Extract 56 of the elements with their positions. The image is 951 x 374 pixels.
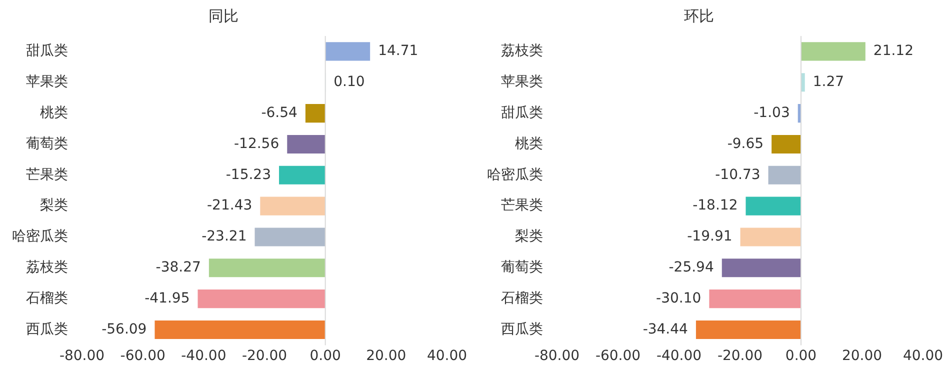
y-tick-label: 西瓜类 (26, 321, 68, 338)
y-tick-label: 桃类 (515, 136, 543, 152)
data-label: -34.44 (642, 321, 688, 338)
x-tick-label: -60.00 (120, 348, 166, 364)
data-label: -9.65 (727, 136, 764, 152)
data-label: -21.43 (207, 198, 252, 214)
data-label: 14.71 (378, 43, 418, 60)
data-label: -56.09 (102, 321, 147, 338)
data-label: -38.27 (156, 260, 201, 276)
y-tick-label: 荔枝类 (501, 43, 543, 60)
y-tick-label: 西瓜类 (501, 321, 543, 338)
data-label: 21.12 (873, 43, 914, 60)
y-tick-label: 荔枝类 (26, 260, 68, 276)
y-tick-label: 葡萄类 (501, 260, 543, 276)
data-label: -23.21 (202, 228, 247, 245)
x-tick-label: -60.00 (595, 348, 641, 364)
y-tick-label: 石榴类 (501, 290, 543, 306)
data-label: -18.12 (692, 198, 738, 214)
data-label: 1.27 (812, 74, 844, 90)
data-label: -6.54 (261, 104, 298, 121)
x-tick-label: -20.00 (242, 348, 288, 364)
chart-title: 同比 (208, 6, 238, 25)
x-tick-label: -20.00 (717, 348, 763, 364)
y-tick-label: 哈密瓜类 (12, 228, 68, 245)
y-tick-label: 甜瓜类 (501, 104, 543, 121)
x-tick-label: 40.00 (426, 348, 468, 364)
data-label: 0.10 (334, 74, 365, 90)
y-tick-label: 石榴类 (26, 290, 68, 306)
data-label: -41.95 (144, 290, 190, 306)
x-tick-label: 20.00 (366, 348, 406, 364)
data-label: -12.56 (234, 136, 280, 152)
x-tick-label: -40.00 (656, 348, 702, 364)
y-tick-label: 芒果类 (26, 166, 68, 183)
y-tick-label: 桃类 (40, 104, 68, 121)
y-tick-label: 哈密瓜类 (487, 166, 543, 183)
data-label: -25.94 (668, 260, 714, 276)
y-tick-label: 苹果类 (26, 74, 68, 90)
chart-title: 环比 (684, 6, 714, 25)
y-tick-label: 葡萄类 (26, 136, 68, 152)
x-tick-label: 40.00 (902, 348, 944, 364)
x-tick-label: -80.00 (59, 348, 105, 364)
data-label: -10.73 (715, 166, 760, 183)
x-tick-label: -80.00 (534, 348, 580, 364)
y-tick-label: 苹果类 (501, 74, 543, 90)
data-label: -15.23 (226, 166, 272, 183)
x-tick-label: 0.00 (310, 348, 341, 364)
y-tick-label: 梨类 (515, 228, 543, 245)
y-tick-label: 甜瓜类 (26, 43, 68, 60)
y-tick-label: 梨类 (40, 198, 68, 214)
x-tick-label: 0.00 (785, 348, 817, 364)
data-label: -1.03 (754, 104, 790, 121)
data-label: -19.91 (687, 228, 732, 245)
data-label: -30.10 (656, 290, 702, 306)
x-tick-label: 20.00 (842, 348, 882, 364)
x-tick-label: -40.00 (181, 348, 226, 364)
y-tick-label: 芒果类 (501, 198, 543, 214)
